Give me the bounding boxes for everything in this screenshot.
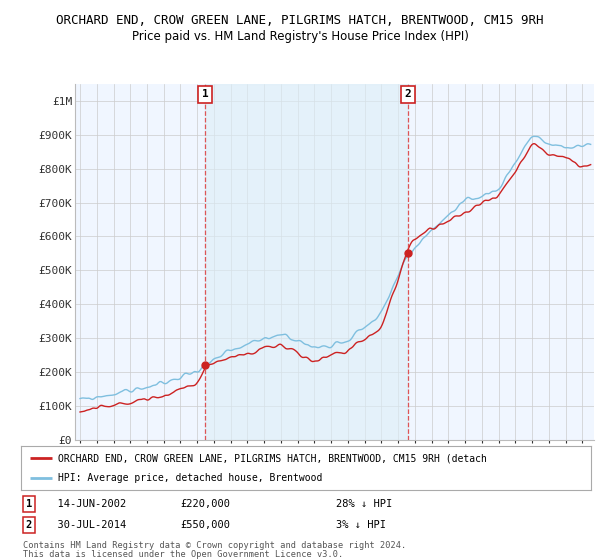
Text: 2: 2: [404, 90, 411, 99]
Text: 2: 2: [26, 520, 32, 530]
Text: Price paid vs. HM Land Registry's House Price Index (HPI): Price paid vs. HM Land Registry's House …: [131, 30, 469, 43]
Text: Contains HM Land Registry data © Crown copyright and database right 2024.: Contains HM Land Registry data © Crown c…: [23, 541, 406, 550]
Text: 1: 1: [26, 499, 32, 509]
Text: ORCHARD END, CROW GREEN LANE, PILGRIMS HATCH, BRENTWOOD, CM15 9RH (detach: ORCHARD END, CROW GREEN LANE, PILGRIMS H…: [58, 453, 487, 463]
Text: £550,000: £550,000: [180, 520, 230, 530]
Text: 14-JUN-2002: 14-JUN-2002: [45, 499, 126, 509]
Text: ORCHARD END, CROW GREEN LANE, PILGRIMS HATCH, BRENTWOOD, CM15 9RH: ORCHARD END, CROW GREEN LANE, PILGRIMS H…: [56, 14, 544, 27]
Text: 30-JUL-2014: 30-JUL-2014: [45, 520, 126, 530]
Text: 28% ↓ HPI: 28% ↓ HPI: [336, 499, 392, 509]
Text: £220,000: £220,000: [180, 499, 230, 509]
Text: 3% ↓ HPI: 3% ↓ HPI: [336, 520, 386, 530]
Text: HPI: Average price, detached house, Brentwood: HPI: Average price, detached house, Bren…: [58, 473, 322, 483]
Text: This data is licensed under the Open Government Licence v3.0.: This data is licensed under the Open Gov…: [23, 550, 343, 559]
Text: 1: 1: [202, 90, 208, 99]
